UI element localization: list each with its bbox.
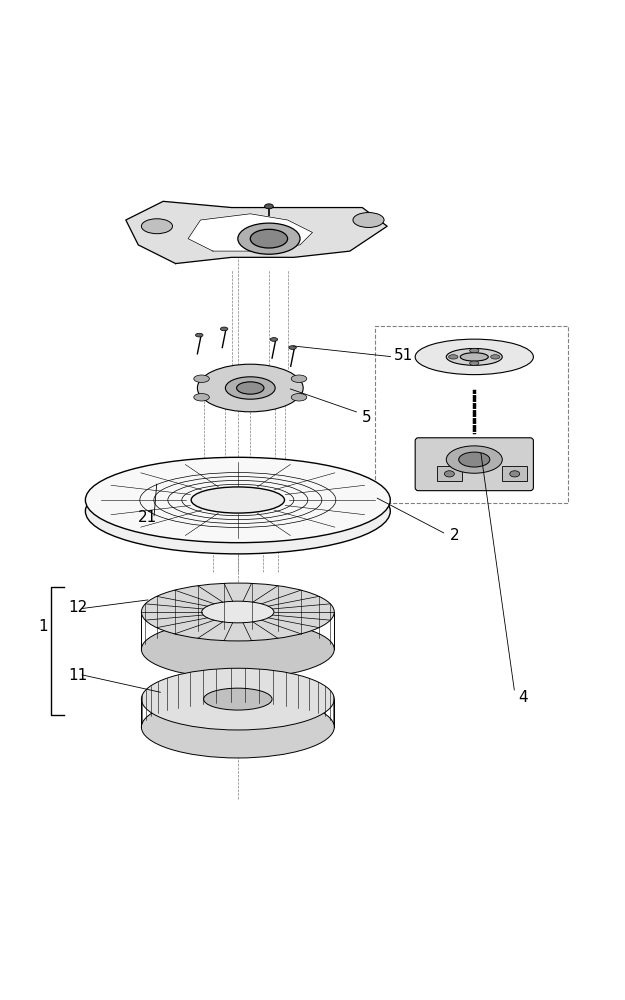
Ellipse shape — [194, 394, 209, 401]
Ellipse shape — [469, 348, 479, 353]
Ellipse shape — [86, 457, 390, 543]
Ellipse shape — [226, 377, 275, 399]
Ellipse shape — [86, 469, 390, 554]
Ellipse shape — [191, 487, 284, 513]
Polygon shape — [188, 214, 312, 251]
Ellipse shape — [250, 229, 288, 248]
Bar — [437, 466, 462, 481]
Ellipse shape — [221, 327, 228, 331]
Ellipse shape — [446, 446, 503, 473]
Ellipse shape — [204, 688, 272, 710]
Ellipse shape — [491, 355, 500, 359]
Ellipse shape — [469, 361, 479, 365]
Ellipse shape — [191, 498, 284, 524]
Ellipse shape — [459, 452, 490, 467]
Text: 12: 12 — [69, 600, 88, 615]
Ellipse shape — [264, 204, 273, 209]
Ellipse shape — [270, 338, 278, 341]
Bar — [503, 466, 527, 481]
Ellipse shape — [194, 375, 209, 382]
Ellipse shape — [415, 339, 533, 375]
Ellipse shape — [449, 355, 458, 359]
Text: 2: 2 — [449, 528, 459, 543]
Ellipse shape — [237, 382, 264, 394]
Text: 51: 51 — [393, 348, 412, 363]
Ellipse shape — [238, 223, 300, 254]
Ellipse shape — [141, 696, 334, 758]
Ellipse shape — [291, 375, 307, 382]
Ellipse shape — [289, 346, 296, 349]
Polygon shape — [126, 201, 387, 264]
FancyBboxPatch shape — [415, 438, 533, 491]
Ellipse shape — [141, 583, 334, 641]
Ellipse shape — [141, 620, 334, 678]
Text: 21: 21 — [138, 510, 158, 525]
Ellipse shape — [444, 471, 454, 477]
Ellipse shape — [198, 364, 303, 412]
Ellipse shape — [353, 213, 384, 227]
Ellipse shape — [446, 348, 503, 365]
Ellipse shape — [202, 601, 274, 623]
Text: 4: 4 — [518, 690, 528, 705]
Ellipse shape — [141, 668, 334, 730]
Ellipse shape — [196, 333, 203, 337]
Ellipse shape — [141, 219, 172, 234]
Text: 11: 11 — [69, 668, 88, 683]
Ellipse shape — [460, 353, 488, 361]
Text: 1: 1 — [39, 619, 48, 634]
Text: 5: 5 — [362, 410, 372, 425]
Ellipse shape — [510, 471, 520, 477]
Ellipse shape — [291, 394, 307, 401]
